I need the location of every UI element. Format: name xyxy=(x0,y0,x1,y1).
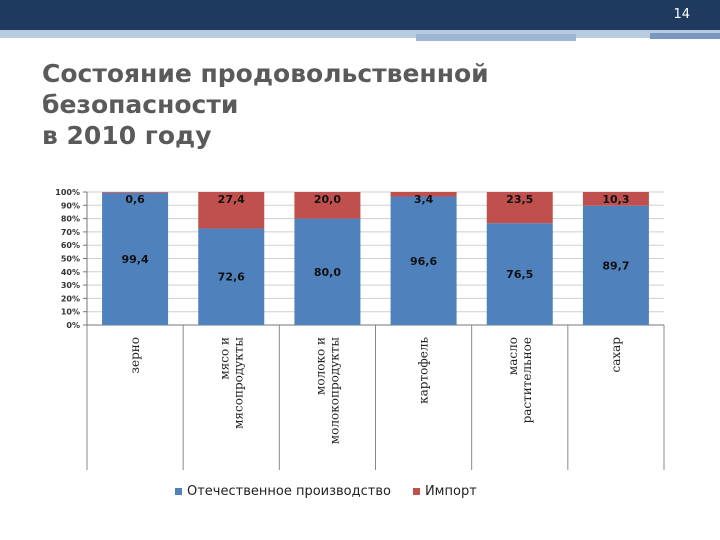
data-label-domestic: 96,6 xyxy=(410,255,437,268)
header-accent xyxy=(416,34,576,41)
bar-domestic xyxy=(102,192,169,325)
x-category-label: мясо имясопродукты xyxy=(217,337,245,429)
legend-item-domestic: Отечественное производство xyxy=(175,484,391,499)
bar-import xyxy=(102,192,169,193)
legend-label-import: Импорт xyxy=(424,484,477,499)
bar-domestic xyxy=(486,223,553,325)
data-label-import: 27,4 xyxy=(218,193,245,206)
x-category-label-line: мясопродукты xyxy=(231,337,245,429)
x-category-label-line: растительное xyxy=(520,337,534,423)
slide-number: 14 xyxy=(673,7,690,22)
y-tick-label: 100% xyxy=(55,188,80,197)
legend-swatch-import xyxy=(412,488,420,495)
y-tick-label: 0% xyxy=(66,321,80,330)
slide-title: Состояние продовольственной безопасности… xyxy=(42,58,692,151)
bar-import xyxy=(390,192,457,197)
x-category-label-line: молокопродукты xyxy=(327,337,341,445)
x-category-label: сахар xyxy=(609,337,623,373)
x-category-label-line: сахар xyxy=(609,337,623,373)
x-category-label-line: зерно xyxy=(128,337,142,374)
y-tick-label: 10% xyxy=(61,308,80,317)
data-label-import: 23,5 xyxy=(506,193,533,206)
x-category-label-line: мясо и xyxy=(217,337,231,380)
data-label-import: 20,0 xyxy=(314,193,341,206)
data-label-domestic: 76,5 xyxy=(506,268,533,281)
chart-legend: Отечественное производство Импорт xyxy=(175,484,499,499)
header-stripe xyxy=(0,30,720,38)
y-tick-label: 30% xyxy=(61,281,80,290)
x-category-label: зерно xyxy=(128,337,142,374)
bar-import xyxy=(198,192,265,229)
data-label-domestic: 72,6 xyxy=(218,271,245,284)
y-tick-label: 50% xyxy=(61,255,80,264)
bar-import xyxy=(294,192,361,219)
data-label-import: 0,6 xyxy=(125,193,145,206)
x-category-label: маслорастительное xyxy=(506,337,534,423)
bar-domestic xyxy=(390,196,457,325)
data-label-import: 3,4 xyxy=(414,193,434,206)
bar-domestic xyxy=(294,218,361,325)
header-accent xyxy=(650,33,720,39)
y-tick-label: 70% xyxy=(61,228,80,237)
y-tick-label: 90% xyxy=(61,201,80,210)
data-label-domestic: 89,7 xyxy=(602,259,629,272)
y-tick-label: 80% xyxy=(61,215,80,224)
slide-title-line-1: Состояние продовольственной безопасности xyxy=(42,59,489,119)
x-category-label-line: картофель xyxy=(417,337,431,404)
data-label-domestic: 80,0 xyxy=(314,266,341,279)
bar-domestic xyxy=(198,228,265,325)
legend-item-import: Импорт xyxy=(412,484,477,499)
x-category-label-line: масло xyxy=(506,337,520,375)
y-tick-label: 60% xyxy=(61,241,80,250)
data-label-domestic: 99,4 xyxy=(122,253,149,266)
bar-import xyxy=(486,192,553,224)
slide-title-line-2: в 2010 году xyxy=(42,121,212,150)
bar-domestic xyxy=(582,205,649,325)
legend-swatch-domestic xyxy=(175,488,182,495)
x-category-label: картофель xyxy=(417,337,431,404)
header-bar xyxy=(0,0,720,30)
x-category-label: молоко имолокопродукты xyxy=(313,337,341,445)
x-category-label-line: молоко и xyxy=(313,337,327,395)
y-tick-label: 20% xyxy=(61,294,80,303)
legend-label-domestic: Отечественное производство xyxy=(187,484,391,499)
data-label-import: 10,3 xyxy=(602,193,629,206)
bar-import xyxy=(582,192,649,206)
y-tick-label: 40% xyxy=(61,268,80,277)
